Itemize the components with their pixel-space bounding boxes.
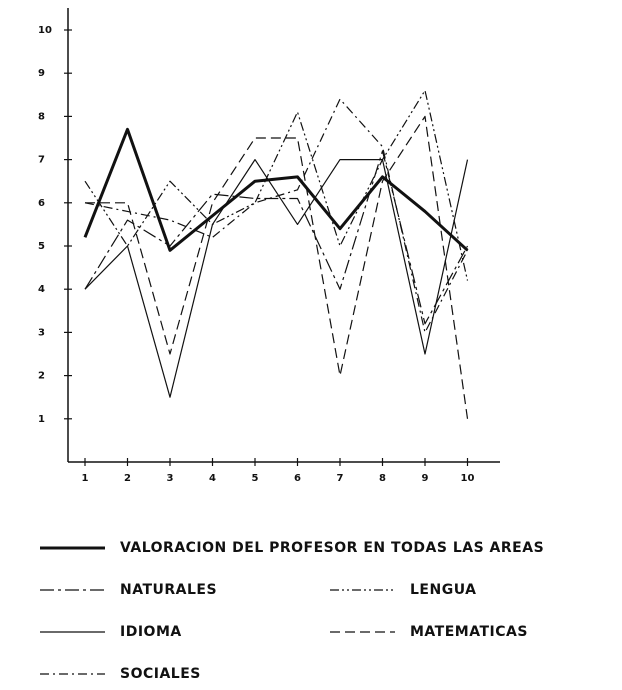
y-tick-label: 3 [38, 327, 45, 338]
y-tick-label: 2 [38, 371, 45, 382]
x-tick-label: 6 [294, 473, 301, 484]
x-tick-label: 4 [209, 473, 216, 484]
series-line [83, 127, 469, 252]
legend-label: MATEMATICAS [410, 624, 528, 640]
x-tick-label: 9 [422, 473, 429, 484]
legend-label: NATURALES [120, 582, 217, 598]
series-line [84, 98, 469, 333]
x-tick-label: 5 [252, 473, 259, 484]
x-tick-label: 1 [82, 473, 89, 484]
y-tick-label: 8 [38, 111, 45, 122]
legend-label: IDIOMA [120, 624, 182, 640]
y-tick-label: 7 [38, 155, 45, 166]
x-tick-label: 2 [124, 473, 131, 484]
y-tick-label: 9 [38, 68, 45, 79]
x-tick-label: 7 [337, 473, 344, 484]
series-line [84, 89, 469, 281]
legend-label: SOCIALES [120, 666, 201, 682]
y-tick-label: 5 [38, 241, 45, 252]
series-line [84, 159, 469, 398]
legend-label: VALORACION DEL PROFESOR EN TODAS LAS ARE… [120, 540, 544, 556]
legend-label: LENGUA [410, 582, 476, 598]
series-line [85, 115, 469, 419]
series-line [84, 150, 469, 325]
y-tick-label: 10 [38, 25, 52, 36]
y-tick-label: 4 [38, 284, 45, 295]
y-tick-label: 6 [38, 198, 45, 209]
y-tick-label: 1 [38, 414, 45, 425]
x-tick-label: 10 [461, 473, 475, 484]
x-tick-label: 8 [379, 473, 386, 484]
x-tick-label: 3 [167, 473, 174, 484]
